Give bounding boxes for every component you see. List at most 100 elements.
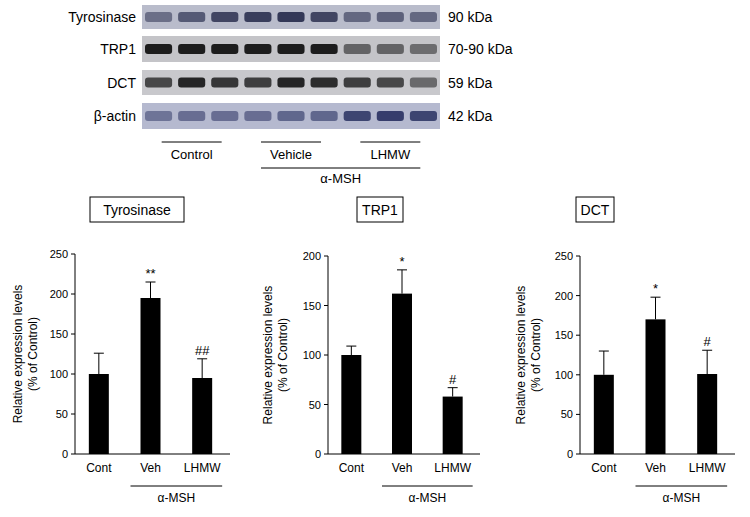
x-axis [75, 454, 230, 455]
blot-band [410, 111, 437, 121]
blot-band [344, 12, 371, 22]
error-cap [197, 358, 207, 359]
blot-band [277, 111, 304, 121]
error-bar [197, 359, 207, 378]
blot-band [410, 12, 437, 22]
blot-strip [142, 70, 440, 95]
error-bar [651, 297, 661, 319]
error-cap [346, 346, 356, 347]
y-tick [576, 374, 580, 375]
lane-underline [261, 142, 321, 143]
group-line [636, 486, 728, 487]
bar [594, 375, 614, 454]
blot-band [145, 111, 172, 121]
significance-mark: # [449, 372, 457, 387]
y-tick-label: 50 [56, 408, 68, 420]
blot-band [377, 111, 404, 121]
error-stem [351, 346, 352, 355]
lane-label: Control [171, 147, 213, 162]
x-tick-label: Veh [392, 461, 413, 475]
blot-band [277, 78, 304, 88]
y-tick-label: 150 [50, 328, 68, 340]
y-tick [71, 414, 75, 415]
error-cap [94, 353, 104, 354]
y-tick [324, 454, 328, 455]
y-tick-label: 0 [567, 448, 573, 460]
bar [89, 374, 109, 454]
lane-label: LHMW [370, 147, 410, 162]
title-box [90, 197, 184, 222]
error-bar [448, 388, 458, 397]
y-tick-label: 100 [555, 369, 573, 381]
y-axis [580, 256, 581, 454]
lane-underline [360, 142, 420, 143]
title-box [576, 197, 614, 222]
title-box [357, 197, 403, 222]
y-tick-label: 200 [555, 290, 573, 302]
x-tick-label: LHMW [689, 461, 726, 475]
group-line [382, 486, 473, 487]
y-tick [71, 374, 75, 375]
blot-band [377, 44, 404, 54]
blot-band [244, 111, 271, 121]
error-cap [397, 269, 407, 270]
blot-row-label: Tyrosinase [68, 9, 136, 25]
significance-mark: * [653, 281, 658, 296]
group-label: α-MSH [158, 491, 196, 505]
group-label: α-MSH [663, 491, 701, 505]
bar [192, 378, 212, 454]
bar [341, 355, 361, 454]
blot-band [178, 78, 205, 88]
blot-band [344, 78, 371, 88]
y-axis-label: Relative expression levels [261, 286, 275, 425]
treatment-line [261, 168, 420, 169]
y-tick-label: 50 [561, 408, 573, 420]
error-bar [346, 346, 356, 355]
x-tick-label: Cont [339, 461, 365, 475]
lane-label: Vehicle [270, 147, 312, 162]
lane-underline [162, 142, 222, 143]
blot-band [244, 12, 271, 22]
y-tick-label: 100 [50, 368, 68, 380]
blot-size-label: 59 kDa [448, 75, 493, 91]
blot-band [277, 44, 304, 54]
y-tick [324, 256, 328, 257]
bar [646, 319, 666, 454]
blot-band [211, 12, 238, 22]
y-tick [324, 305, 328, 306]
error-bar [702, 350, 712, 374]
plot-marks [341, 270, 462, 454]
blot-band [211, 111, 238, 121]
blot-band [377, 78, 404, 88]
blot-band [344, 44, 371, 54]
y-tick-label: 0 [315, 448, 321, 460]
blot-row-label: β-actin [94, 108, 136, 124]
x-tick-label: Veh [140, 461, 161, 475]
blot-band [410, 78, 437, 88]
blot-band [344, 111, 371, 121]
x-tick-label: Veh [645, 461, 666, 475]
bar [697, 374, 717, 454]
y-tick [324, 404, 328, 405]
y-tick [576, 295, 580, 296]
blot-band [178, 12, 205, 22]
x-tick-label: Cont [591, 461, 617, 475]
blot-band [244, 44, 271, 54]
y-axis-label: Relative expression levels [514, 286, 528, 425]
plot-marks [89, 282, 212, 454]
y-tick [71, 254, 75, 255]
blot-strip [142, 103, 440, 129]
y-tick [576, 454, 580, 455]
y-tick [576, 256, 580, 257]
y-tick-label: 50 [309, 399, 321, 411]
blot-band [211, 44, 238, 54]
blot-band [145, 12, 172, 22]
y-tick-label: 100 [303, 349, 321, 361]
blot-band [178, 111, 205, 121]
error-bar [94, 353, 104, 374]
error-cap [448, 387, 458, 388]
chart-title: DCT [581, 202, 610, 218]
blot: Tyrosinase90 kDaTRP170-90 kDaDCT59 kDaβ-… [68, 5, 513, 186]
significance-mark: * [399, 254, 404, 269]
significance-mark: ## [195, 343, 210, 358]
